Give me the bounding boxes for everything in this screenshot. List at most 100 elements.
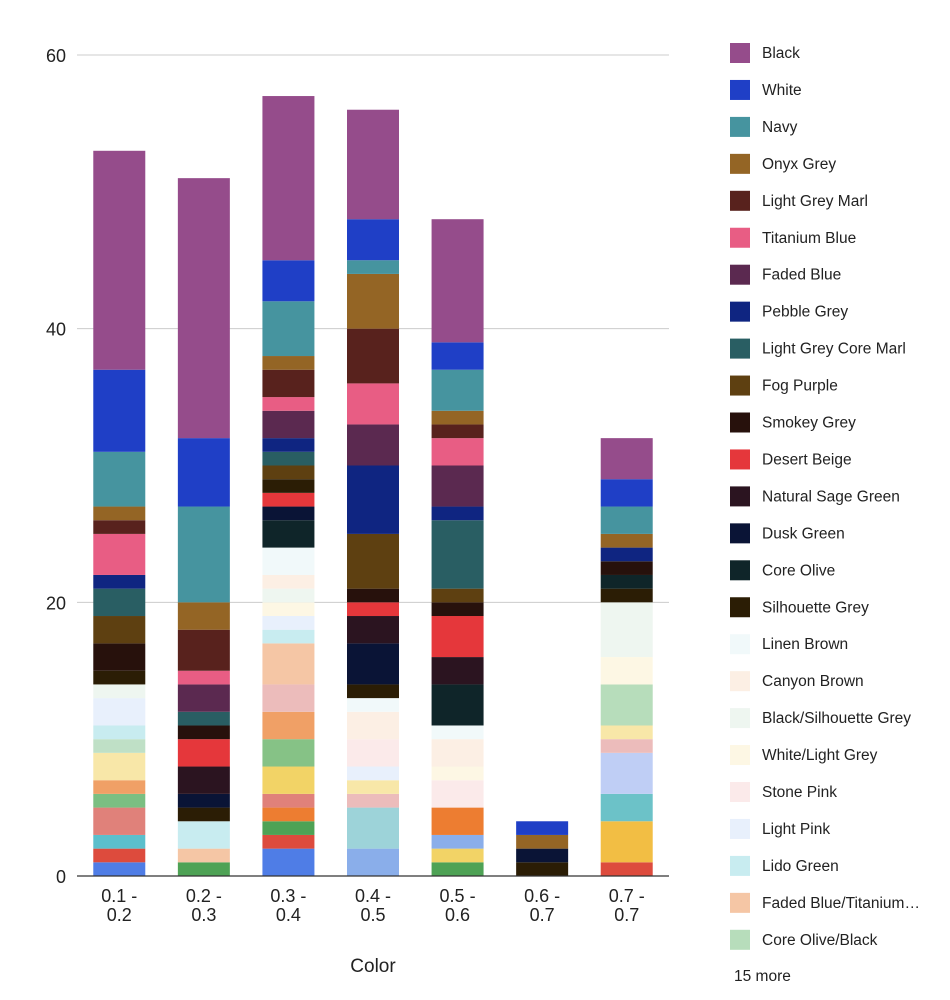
bar-segment <box>431 739 484 767</box>
legend-item: Natural Sage Green <box>730 486 900 507</box>
legend-item: Black <box>730 43 800 63</box>
bar-segment <box>177 807 230 822</box>
x-tick-label: 0.7 -0.7 <box>609 886 645 925</box>
legend-swatch <box>730 43 750 63</box>
bar-segment <box>262 369 315 398</box>
bar-segment <box>262 397 315 411</box>
bar-segment <box>431 657 484 685</box>
x-tick-label: 0.2 -0.3 <box>186 886 222 925</box>
bar-segment <box>431 725 484 740</box>
bar-segment <box>600 561 653 575</box>
bar-segment <box>93 150 146 370</box>
bar-segment <box>431 342 484 370</box>
bar-segment <box>431 834 484 849</box>
legend-more-link[interactable]: 15 more <box>734 968 791 985</box>
legend-item: Faded Blue <box>730 264 841 285</box>
legend-label: Core Olive/Black <box>762 932 878 949</box>
bar-segment <box>600 657 653 685</box>
legend-label: Titanium Blue <box>762 230 856 247</box>
bar-segment <box>431 780 484 808</box>
bar-segment <box>347 588 399 603</box>
bar-segment <box>262 588 315 603</box>
legend-item: Dusk Green <box>730 523 845 544</box>
bar-segment <box>262 807 315 822</box>
bar-segment <box>600 793 653 822</box>
legend-label: Black <box>762 45 800 62</box>
legend-swatch <box>730 153 750 174</box>
legend-swatch <box>730 634 750 655</box>
bar-segment <box>93 834 146 849</box>
bar-segment <box>262 821 315 835</box>
legend-swatch <box>730 338 750 359</box>
legend-label: Lido Green <box>762 858 839 875</box>
x-tick-label: 0.1 -0.2 <box>101 886 137 925</box>
legend-swatch <box>730 560 750 581</box>
legend-item: Onyx Grey <box>730 153 836 174</box>
bar-segment <box>177 793 230 808</box>
bar-segment <box>347 602 399 617</box>
bar-segment <box>262 96 315 261</box>
legend-item: Smokey Grey <box>730 412 856 433</box>
bar-segment <box>600 862 653 876</box>
legend-item: Canyon Brown <box>730 671 864 692</box>
bar-segment <box>431 588 484 603</box>
bar-segment <box>177 711 230 726</box>
legend-item: Pebble Grey <box>730 301 848 322</box>
bar-segment <box>93 725 146 740</box>
bar-segment <box>600 547 653 562</box>
bar-segment <box>177 670 230 685</box>
legend-label: Dusk Green <box>762 525 845 542</box>
bar-segment <box>347 848 399 876</box>
legend-swatch <box>730 929 750 950</box>
y-tick-label: 20 <box>46 593 66 613</box>
legend-label: Navy <box>762 119 798 136</box>
bar-segment <box>600 602 653 658</box>
bar-segment <box>177 739 230 767</box>
bar-segment <box>600 574 653 589</box>
bar-segment <box>93 780 146 794</box>
bar-segment <box>93 739 146 753</box>
bar-segment <box>347 643 399 685</box>
bar-segment <box>177 178 230 439</box>
bar-segment <box>93 698 146 726</box>
bar-segment <box>431 465 484 507</box>
legend-item: White/Light Grey <box>730 745 878 766</box>
legend-label: Fog Purple <box>762 378 838 395</box>
legend-swatch <box>730 782 750 802</box>
bar-segment <box>262 684 315 712</box>
bar-segment <box>431 616 484 658</box>
bar-segment <box>177 848 230 863</box>
bar-segment <box>431 424 484 439</box>
legend-swatch <box>730 745 750 766</box>
bar-segment <box>262 356 315 370</box>
bar-segment <box>347 684 399 699</box>
bar-segment <box>262 711 315 740</box>
bar-segment <box>347 616 399 644</box>
legend-swatch <box>730 301 750 322</box>
bar-segment <box>347 273 399 329</box>
legend-label: Smokey Grey <box>762 415 856 432</box>
bar-segment <box>177 821 230 849</box>
bars <box>77 96 669 877</box>
legend-item: Navy <box>730 116 798 137</box>
legend-label: Faded Blue <box>762 267 841 284</box>
bar-segment <box>600 725 653 740</box>
y-tick-label: 0 <box>56 867 66 887</box>
legend-item: Faded Blue/Titanium… <box>730 892 920 913</box>
bar-segment <box>347 793 399 808</box>
legend-swatch <box>730 227 750 248</box>
legend-label: Light Grey Core Marl <box>762 341 906 358</box>
x-axis-title: Color <box>350 956 396 977</box>
legend-item: Desert Beige <box>730 449 852 470</box>
x-tick-label: 0.4 -0.5 <box>355 886 391 925</box>
bar-segment <box>262 793 315 808</box>
bar-segment <box>516 834 569 849</box>
bar-segment <box>347 533 399 589</box>
x-tick-label: 0.5 -0.6 <box>440 886 476 925</box>
x-tick-label: 0.3 -0.4 <box>270 886 306 925</box>
y-tick-label: 40 <box>46 320 66 340</box>
bar-segment <box>431 766 484 781</box>
legend-label: White/Light Grey <box>762 747 878 764</box>
